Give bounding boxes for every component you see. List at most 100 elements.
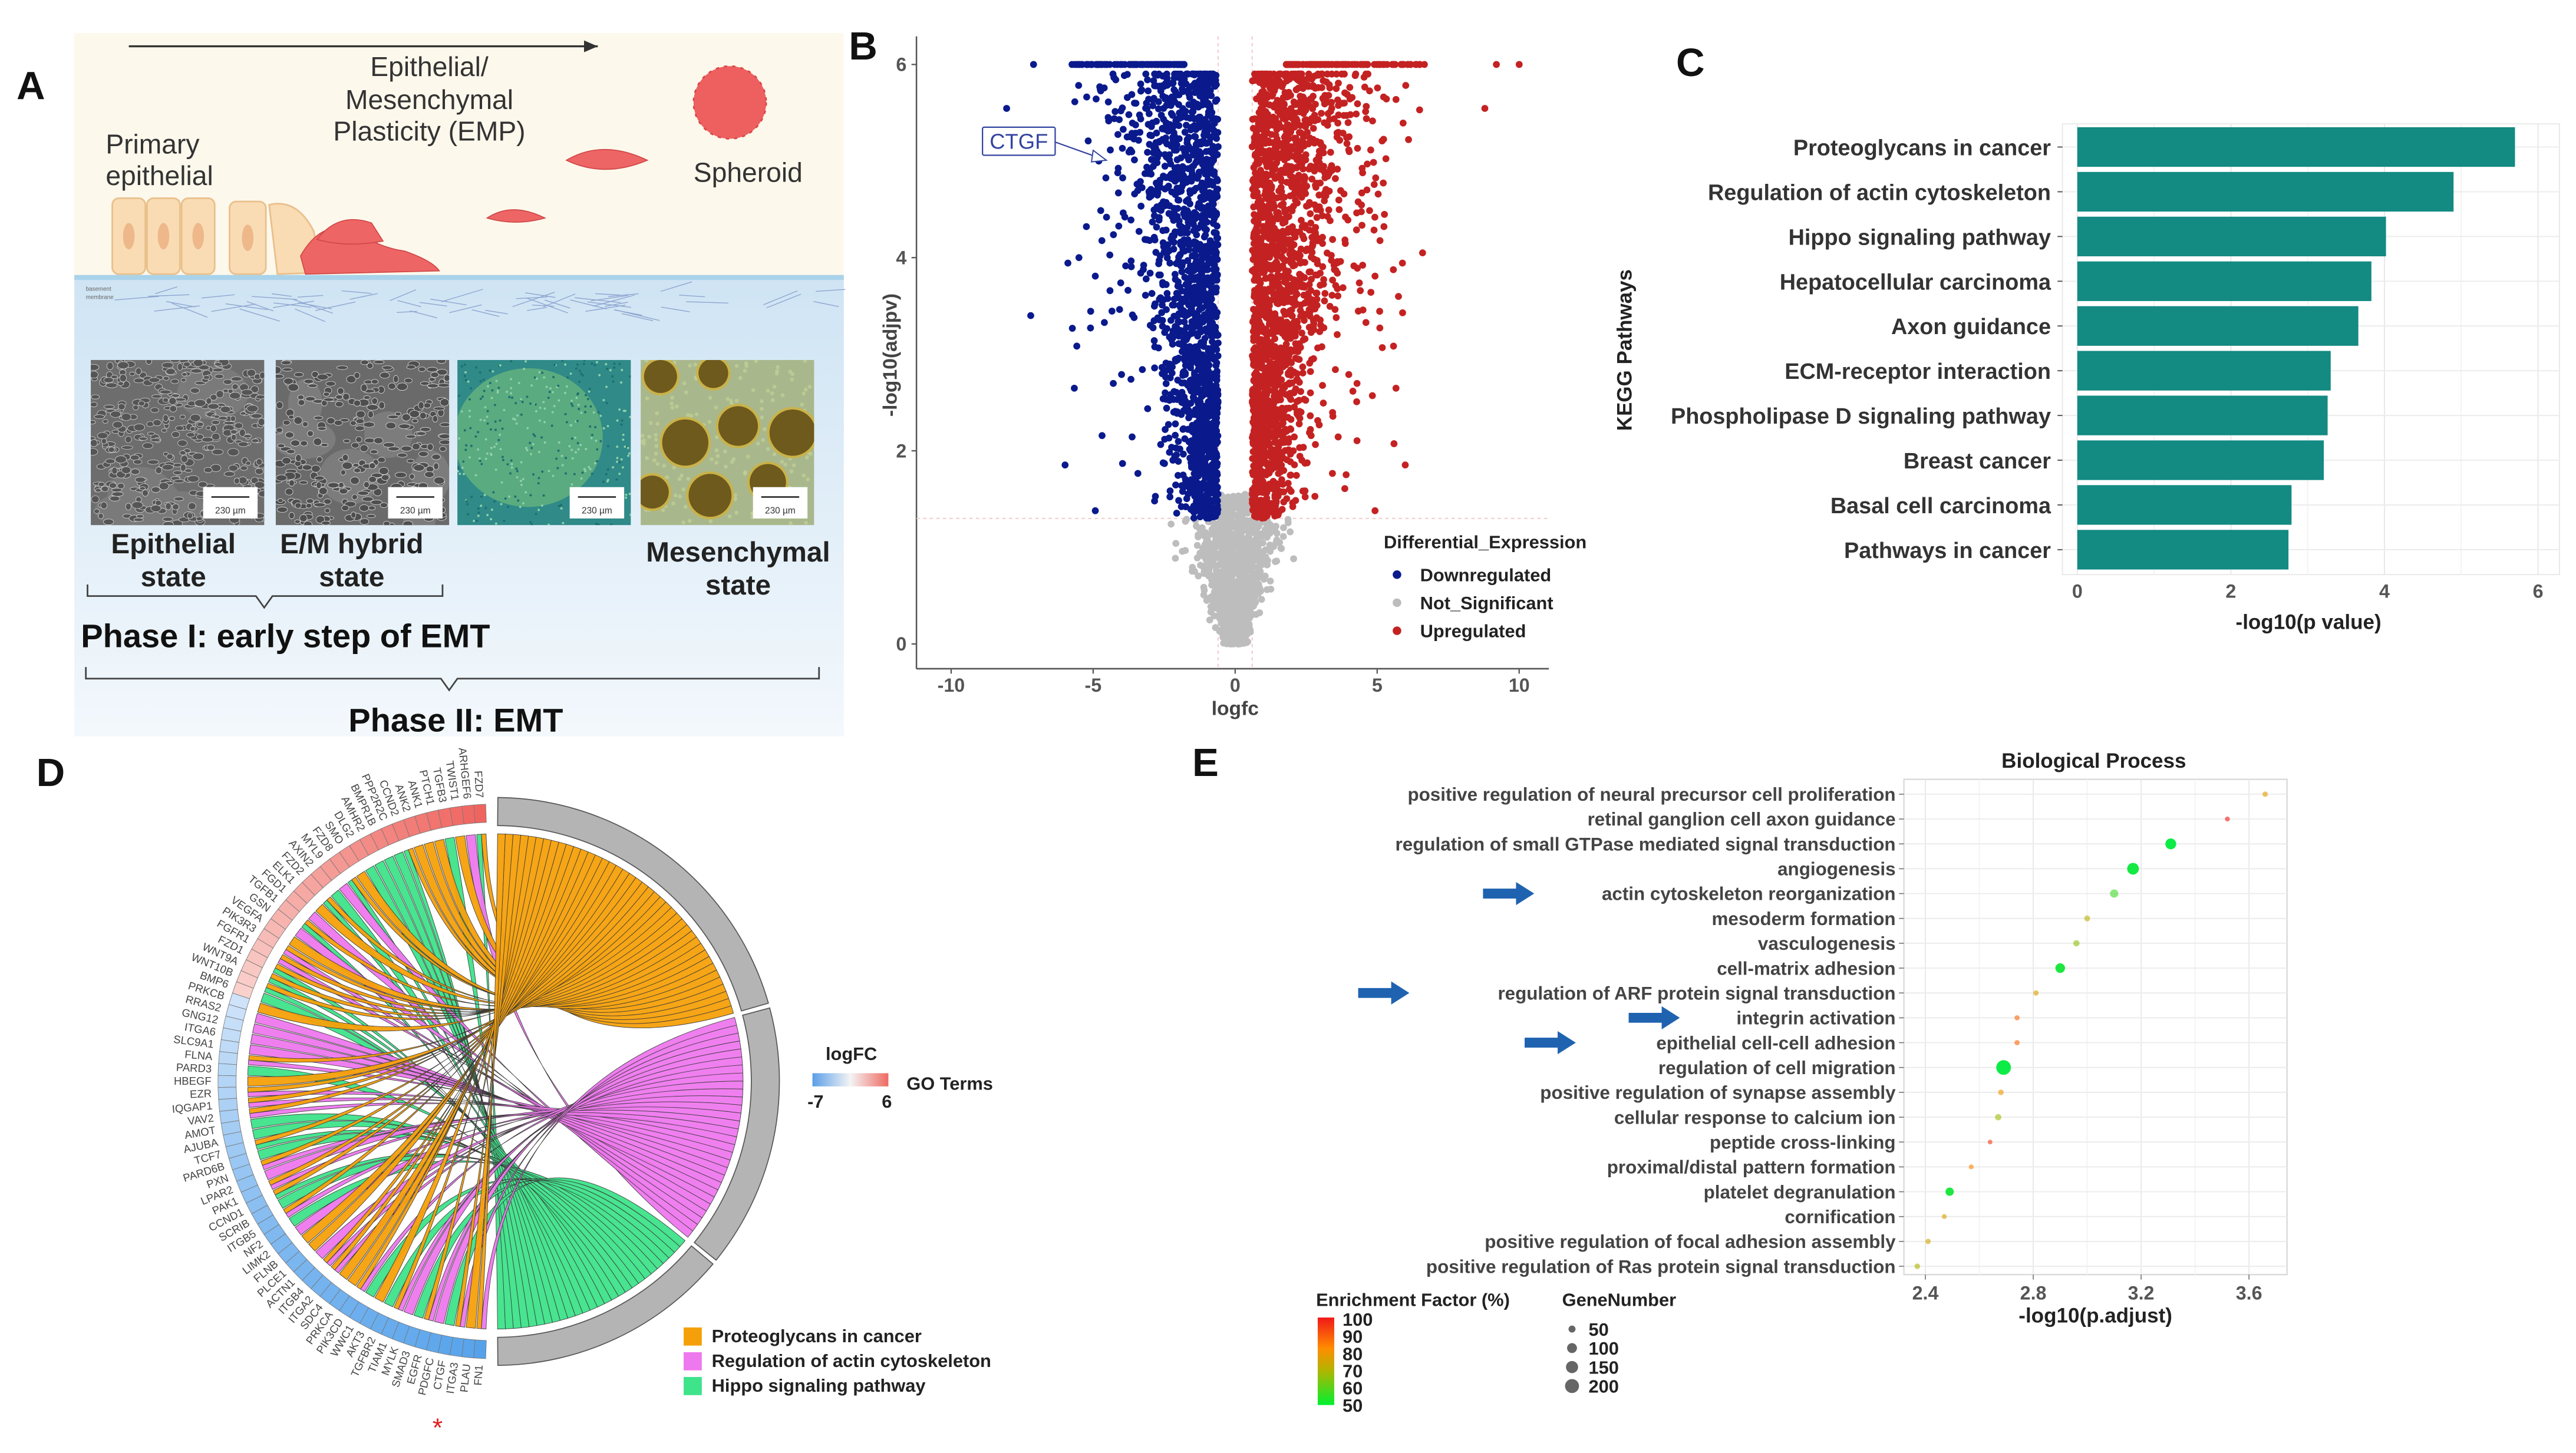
- volcano-point-not_significant: [1238, 524, 1245, 532]
- volcano-point-downregulated: [1120, 72, 1128, 80]
- volcano-point-upregulated: [1283, 318, 1291, 326]
- volcano-point-upregulated: [1297, 138, 1304, 146]
- volcano-point-upregulated: [1261, 329, 1268, 336]
- volcano-point-upregulated: [1361, 83, 1368, 91]
- volcano-point-upregulated: [1279, 454, 1287, 462]
- volcano-point-upregulated: [1308, 175, 1316, 183]
- volcano-point-upregulated: [1287, 488, 1295, 495]
- volcano-point-downregulated: [1177, 187, 1185, 195]
- volcano-point-downregulated: [1212, 496, 1219, 503]
- volcano-point-downregulated: [1203, 369, 1211, 377]
- volcano-point-downregulated: [1212, 456, 1219, 464]
- volcano-point-downregulated: [1114, 131, 1122, 138]
- volcano-point-not_significant: [1238, 536, 1245, 543]
- volcano-point-not_significant: [1220, 526, 1227, 533]
- volcano-point-downregulated: [1195, 464, 1202, 472]
- volcano-point-downregulated: [1068, 61, 1076, 68]
- volcano-point-downregulated: [1177, 154, 1185, 161]
- volcano-point-downregulated: [1203, 362, 1211, 369]
- volcano-point-upregulated: [1292, 86, 1300, 94]
- volcano-point-downregulated: [1200, 425, 1208, 433]
- volcano-point-downregulated: [1185, 134, 1192, 141]
- volcano-point-downregulated: [1093, 61, 1101, 68]
- volcano-point-downregulated: [1196, 115, 1203, 123]
- volcano-point-upregulated: [1341, 485, 1348, 493]
- volcano-point-downregulated: [1193, 157, 1200, 164]
- volcano-point-upregulated: [1248, 143, 1256, 150]
- emp-title-line2: Mesenchymal: [345, 84, 513, 115]
- volcano-point-downregulated: [1178, 482, 1185, 490]
- volcano-point-downregulated: [1209, 471, 1217, 479]
- volcano-point-downregulated: [1213, 151, 1221, 158]
- volcano-point-upregulated: [1249, 387, 1256, 394]
- volcano-point-downregulated: [1209, 219, 1217, 226]
- volcano-point-downregulated: [1156, 257, 1163, 264]
- volcano-point-downregulated: [1199, 318, 1207, 326]
- volcano-point-downregulated: [1170, 245, 1177, 253]
- volcano-point-downregulated: [1179, 488, 1186, 495]
- volcano-point-upregulated: [1402, 82, 1410, 89]
- volcano-point-upregulated: [1334, 433, 1342, 441]
- volcano-point-downregulated: [1172, 431, 1179, 439]
- volcano-point-not_significant: [1220, 569, 1228, 576]
- volcano-point-downregulated: [1176, 326, 1184, 334]
- volcano-point-downregulated: [1171, 228, 1179, 236]
- volcano-point-upregulated: [1250, 359, 1258, 366]
- volcano-point-not_significant: [1236, 602, 1244, 609]
- volcano-point-downregulated: [1128, 130, 1136, 137]
- volcano-point-downregulated: [1093, 95, 1100, 103]
- volcano-point-downregulated: [1150, 156, 1158, 163]
- volcano-point-downregulated: [1208, 178, 1215, 185]
- volcano-point-upregulated: [1358, 201, 1365, 209]
- volcano-point-downregulated: [1164, 295, 1172, 302]
- volcano-point-not_significant: [1193, 541, 1201, 549]
- volcano-point-upregulated: [1374, 190, 1382, 198]
- volcano-point-upregulated: [1310, 124, 1317, 132]
- volcano-point-downregulated: [1200, 233, 1208, 241]
- volcano-point-upregulated: [1288, 163, 1295, 170]
- volcano-point-not_significant: [1219, 633, 1226, 641]
- volcano-point-downregulated: [1147, 123, 1155, 130]
- volcano-point-upregulated: [1250, 498, 1258, 506]
- volcano-point-upregulated: [1259, 202, 1266, 210]
- volcano-point-downregulated: [1214, 241, 1222, 249]
- volcano-point-downregulated: [1152, 249, 1160, 256]
- volcano-point-downregulated: [1150, 206, 1158, 214]
- volcano-point-upregulated: [1317, 179, 1324, 187]
- volcano-point-downregulated: [1129, 311, 1136, 319]
- volcano-point-downregulated: [1202, 209, 1209, 217]
- volcano-point-upregulated: [1342, 213, 1349, 221]
- volcano-point-upregulated: [1270, 456, 1278, 464]
- volcano-point-upregulated: [1249, 352, 1256, 359]
- volcano-point-upregulated: [1262, 313, 1270, 321]
- volcano-point-upregulated: [1367, 289, 1375, 296]
- volcano-point-upregulated: [1327, 100, 1335, 107]
- volcano-point-downregulated: [1144, 148, 1151, 156]
- volcano-point-upregulated: [1262, 225, 1269, 233]
- volcano-point-upregulated: [1320, 77, 1327, 84]
- volcano-point-upregulated: [1252, 130, 1260, 137]
- volcano-point-upregulated: [1306, 119, 1313, 127]
- volcano-points: [1003, 61, 1523, 648]
- volcano-point-downregulated: [1149, 102, 1156, 110]
- volcano-point-downregulated: [1127, 375, 1134, 383]
- volcano-point-upregulated: [1284, 354, 1292, 361]
- emp-title-line1: Epithelial/: [370, 51, 489, 82]
- volcano-point-upregulated: [1297, 312, 1304, 320]
- volcano-point-upregulated: [1358, 222, 1365, 229]
- volcano-point-downregulated: [1179, 72, 1187, 80]
- volcano-point-downregulated: [1153, 223, 1160, 231]
- volcano-point-upregulated: [1276, 214, 1284, 222]
- volcano-point-upregulated: [1340, 190, 1348, 197]
- volcano-point-upregulated: [1251, 371, 1258, 378]
- volcano-point-downregulated: [1190, 98, 1198, 106]
- volcano-point-upregulated: [1362, 108, 1370, 115]
- volcano-point-upregulated: [1302, 156, 1310, 164]
- volcano-point-not_significant: [1195, 531, 1202, 539]
- volcano-point-upregulated: [1250, 190, 1258, 198]
- volcano-point-upregulated: [1282, 207, 1290, 214]
- volcano-point-downregulated: [1202, 437, 1209, 444]
- volcano-point-upregulated: [1270, 366, 1278, 373]
- volcano-point-upregulated: [1305, 268, 1313, 276]
- volcano-point-downregulated: [1144, 405, 1152, 412]
